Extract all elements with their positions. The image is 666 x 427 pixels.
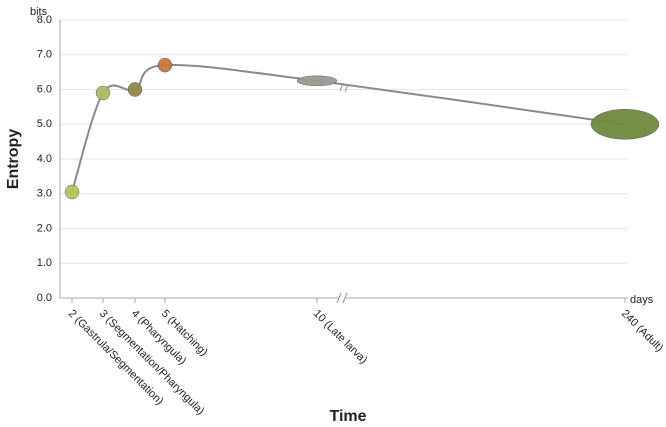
stage-marker xyxy=(296,75,338,87)
y-tick-label: 6.0 xyxy=(37,83,52,95)
x-tick-label: 4 (Pharyngula) xyxy=(129,308,189,368)
y-tick-label: 8.0 xyxy=(37,14,52,26)
y-tick-label: 3.0 xyxy=(37,188,52,200)
y-tick-label: 2.0 xyxy=(37,222,52,234)
y-tick-label: 7.0 xyxy=(37,49,52,61)
axes xyxy=(59,20,628,304)
x-unit: days xyxy=(630,294,654,306)
stage-marker xyxy=(95,85,111,101)
stage-marker xyxy=(127,82,143,97)
axis-break xyxy=(336,292,342,304)
stage-marker xyxy=(157,57,173,73)
y-tick-label: 5.0 xyxy=(37,118,52,130)
y-tick-label: 0.0 xyxy=(37,292,52,304)
y-unit: bits xyxy=(30,6,48,18)
x-tick-label: 240 (Adult) xyxy=(619,308,666,355)
data-line xyxy=(71,63,626,193)
y-axis-title: Entropy xyxy=(5,129,22,190)
stage-marker xyxy=(64,184,80,200)
y-tick-label: 4.0 xyxy=(37,153,52,165)
x-tick-label: 10 (Late larva) xyxy=(311,308,370,367)
x-axis-title: Time xyxy=(329,408,366,425)
axis-break xyxy=(342,292,348,304)
y-tick-label: 1.0 xyxy=(37,257,52,269)
stage-marker xyxy=(590,109,660,140)
